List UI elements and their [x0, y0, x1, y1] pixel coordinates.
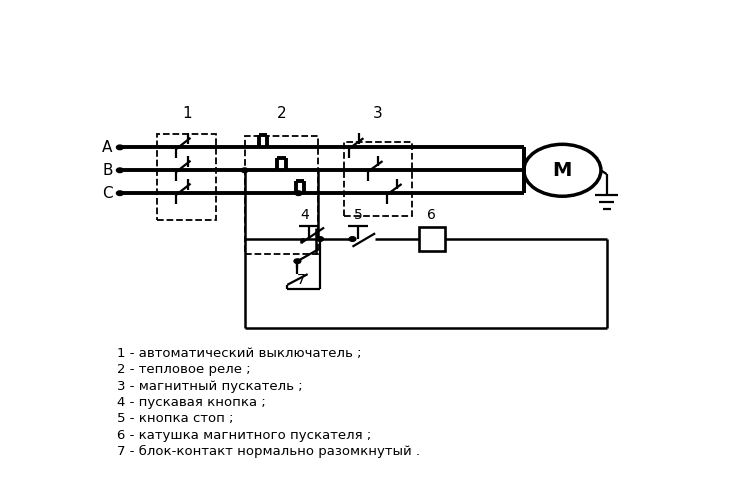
Text: 6: 6	[427, 208, 436, 222]
Circle shape	[349, 237, 356, 242]
Text: C: C	[102, 186, 113, 201]
Circle shape	[116, 145, 123, 150]
Circle shape	[295, 191, 302, 195]
Bar	[157, 134, 217, 220]
Text: 1 - автоматический выключатель ;: 1 - автоматический выключатель ;	[117, 347, 362, 360]
Text: 1: 1	[182, 106, 192, 122]
Text: 4 - пускавая кнопка ;: 4 - пускавая кнопка ;	[117, 396, 266, 409]
Text: 4: 4	[300, 208, 309, 222]
Text: 7 - блок-контакт нормально разомкнутый .: 7 - блок-контакт нормально разомкнутый .	[117, 445, 420, 458]
Text: 3 - магнитный пускатель ;: 3 - магнитный пускатель ;	[117, 379, 302, 392]
Text: 2 - тепловое реле ;: 2 - тепловое реле ;	[117, 363, 250, 376]
Circle shape	[294, 259, 301, 263]
Text: 6 - катушка магнитного пускателя ;: 6 - катушка магнитного пускателя ;	[117, 429, 371, 442]
Circle shape	[317, 237, 324, 242]
Text: 2: 2	[277, 106, 286, 122]
Circle shape	[116, 191, 123, 195]
Text: 7: 7	[297, 273, 306, 287]
Text: 3: 3	[373, 106, 383, 122]
Text: 5 - кнопка стоп ;: 5 - кнопка стоп ;	[117, 412, 234, 426]
Bar	[244, 136, 318, 254]
Bar	[344, 142, 412, 216]
Bar	[419, 227, 444, 251]
Text: B: B	[102, 163, 113, 178]
Circle shape	[116, 168, 123, 173]
Circle shape	[242, 168, 248, 173]
Text: M: M	[553, 161, 572, 180]
Text: 5: 5	[354, 208, 362, 222]
Text: A: A	[102, 140, 113, 155]
